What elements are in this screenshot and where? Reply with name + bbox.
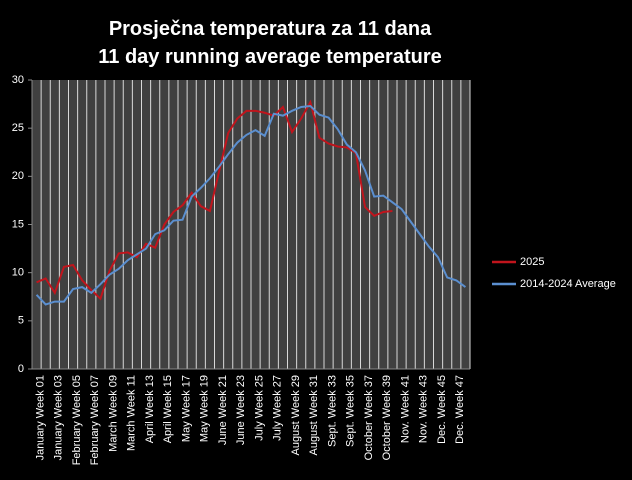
y-tick-label: 20: [12, 170, 24, 182]
x-tick-label: June Week 21: [217, 375, 229, 445]
y-tick-label: 25: [12, 122, 24, 134]
legend-label: 2025: [520, 256, 544, 268]
x-tick-label: March Week 09: [107, 375, 119, 452]
x-tick-label: May Week 17: [180, 375, 192, 442]
y-tick-label: 10: [12, 267, 24, 279]
x-tick-label: July Week 25: [253, 375, 265, 441]
chart-subtitle: 11 day running average temperature: [98, 46, 441, 68]
chart-title: Prosječna temperatura za 11 dana: [109, 18, 432, 40]
x-tick-label: May Week 19: [199, 375, 211, 442]
x-tick-label: February Week 05: [71, 375, 83, 465]
legend-label: 2014-2024 Average: [520, 278, 616, 290]
y-tick-label: 15: [12, 218, 24, 230]
x-tick-label: August Week 31: [308, 375, 320, 456]
y-tick-label: 0: [18, 363, 24, 375]
series-line: [36, 99, 393, 301]
x-tick-label: July Week 27: [272, 375, 284, 441]
x-tick-label: Nov. Week 41: [399, 375, 411, 443]
x-tick-label: Sept. Week 35: [345, 375, 357, 447]
x-tick-label: April Week 13: [144, 375, 156, 443]
y-tick-label: 5: [18, 315, 24, 327]
x-tick-label: June Week 23: [235, 375, 247, 445]
y-tick-label: 30: [12, 74, 24, 86]
x-tick-label: Nov. Week 43: [418, 375, 430, 443]
x-tick-label: Dec. Week 47: [454, 375, 466, 444]
x-tick-label: Sept. Week 33: [326, 375, 338, 447]
x-tick-label: October Week 39: [381, 375, 393, 460]
x-tick-label: October Week 37: [363, 375, 375, 460]
x-tick-label: Dec. Week 45: [436, 375, 448, 444]
x-tick-label: January Week 01: [34, 375, 46, 460]
x-tick-label: January Week 03: [53, 375, 65, 460]
x-tick-label: April Week 15: [162, 375, 174, 443]
x-tick-label: August Week 29: [290, 375, 302, 456]
x-tick-label: February Week 07: [89, 375, 101, 465]
series-line: [35, 104, 467, 306]
x-tick-label: March Week 11: [126, 375, 138, 451]
